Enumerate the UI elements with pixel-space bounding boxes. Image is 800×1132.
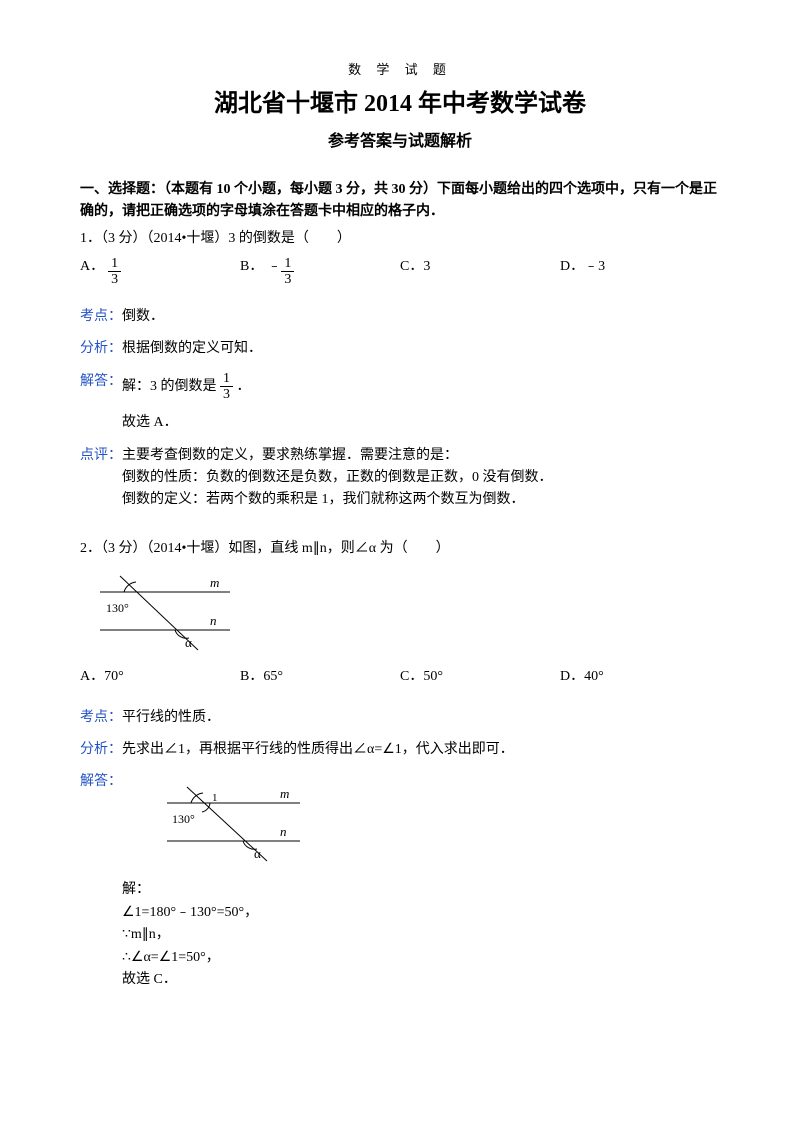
jieda-line1: ∠1=180°﹣130°=50°，	[122, 902, 720, 924]
q2-diagram-1: m n 130° α	[80, 568, 720, 658]
q1-kaodian: 考点： 倒数．	[80, 306, 720, 328]
jieda-label: 解答：	[80, 771, 122, 991]
angle-130: 130°	[106, 601, 129, 615]
q2-option-b: B．65°	[240, 666, 400, 688]
jieda-line4: 故选 C．	[122, 969, 720, 991]
fenxi-label: 分析：	[80, 739, 122, 761]
q2-option-a: A．70°	[80, 666, 240, 688]
jieda-pre: 解：	[122, 879, 720, 901]
q2-options: A．70° B．65° C．50° D．40°	[80, 666, 720, 688]
dianping-2: 倒数的性质：负数的倒数还是负数，正数的倒数是正数，0 没有倒数．	[122, 467, 720, 489]
q1-b-label: B．	[240, 256, 263, 278]
n-label: n	[280, 824, 287, 839]
frac-num: 1	[220, 371, 233, 387]
fraction-icon: 1 3	[281, 256, 294, 288]
q2-jieda: 解答： m n 1 130° α 解： ∠1=180°﹣130°=50°， ∵m…	[80, 771, 720, 991]
angle-1-label: 1	[212, 792, 218, 804]
q2-fenxi: 分析： 先求出∠1，再根据平行线的性质得出∠α=∠1，代入求出即可．	[80, 739, 720, 761]
header-small: 数 学 试 题	[80, 60, 720, 81]
jieda-pre: 解：3 的倒数是	[122, 379, 217, 394]
title-sub: 参考答案与试题解析	[80, 129, 720, 155]
q1-option-b: B． ﹣ 1 3	[240, 256, 400, 288]
q2-option-c: C．50°	[400, 666, 560, 688]
kaodian-label: 考点：	[80, 306, 122, 328]
fraction-icon: 1 3	[108, 256, 121, 288]
fenxi-body: 先求出∠1，再根据平行线的性质得出∠α=∠1，代入求出即可．	[122, 739, 720, 761]
kaodian-body: 倒数．	[122, 306, 720, 328]
dianping-3: 倒数的定义：若两个数的乘积是 1，我们就称这两个数互为倒数．	[122, 489, 720, 511]
frac-den: 3	[108, 272, 121, 287]
q1-fenxi: 分析： 根据倒数的定义可知．	[80, 338, 720, 360]
frac-num: 1	[108, 256, 121, 272]
question-2: 2．（3 分）（2014•十堰）如图，直线 m∥n，则∠α 为（ ）	[80, 538, 720, 560]
section-header: 一、选择题：（本题有 10 个小题，每小题 3 分，共 30 分）下面每小题给出…	[80, 179, 720, 224]
alpha-label: α	[254, 846, 261, 861]
q1-option-a: A． 1 3	[80, 256, 240, 288]
q1-a-label: A．	[80, 256, 104, 278]
angle-130: 130°	[172, 812, 195, 826]
kaodian-body: 平行线的性质．	[122, 707, 720, 729]
q1-jieda-2: 故选 A．	[122, 412, 720, 434]
frac-num: 1	[281, 256, 294, 272]
m-label: m	[210, 575, 219, 590]
kaodian-label: 考点：	[80, 707, 122, 729]
fraction-icon: 1 3	[220, 371, 233, 403]
question-1: 1．（3 分）（2014•十堰）3 的倒数是（ ）	[80, 228, 720, 250]
dianping-1: 主要考查倒数的定义，要求熟练掌握．需要注意的是：	[122, 445, 720, 467]
title-main: 湖北省十堰市 2014 年中考数学试卷	[80, 85, 720, 123]
frac-den: 3	[220, 387, 233, 402]
fenxi-body: 根据倒数的定义可知．	[122, 338, 720, 360]
neg-sign: ﹣	[267, 256, 281, 278]
parallel-lines-diagram-icon: m n 130° α	[80, 568, 240, 658]
jieda-post: ．	[237, 379, 251, 394]
q1-options: A． 1 3 B． ﹣ 1 3 C．3 D．﹣3	[80, 256, 720, 288]
fenxi-label: 分析：	[80, 338, 122, 360]
n-label: n	[210, 613, 217, 628]
jieda-label: 解答：	[80, 371, 122, 403]
jieda-body: m n 1 130° α 解： ∠1=180°﹣130°=50°， ∵m∥n， …	[122, 771, 720, 991]
q2-kaodian: 考点： 平行线的性质．	[80, 707, 720, 729]
m-label: m	[280, 786, 289, 801]
parallel-lines-diagram-icon: m n 1 130° α	[142, 779, 312, 871]
q1-option-d: D．﹣3	[560, 256, 720, 288]
q2-diagram-2: m n 1 130° α	[142, 779, 720, 871]
q1-jieda: 解答： 解：3 的倒数是 1 3 ．	[80, 371, 720, 403]
q2-option-d: D．40°	[560, 666, 720, 688]
dianping-label: 点评：	[80, 445, 122, 512]
jieda-line2: ∵m∥n，	[122, 924, 720, 946]
alpha-label: α	[185, 635, 192, 650]
q1-dianping: 点评： 主要考查倒数的定义，要求熟练掌握．需要注意的是： 倒数的性质：负数的倒数…	[80, 445, 720, 512]
jieda-body: 解：3 的倒数是 1 3 ．	[122, 371, 720, 403]
q1-option-c: C．3	[400, 256, 560, 288]
dianping-body: 主要考查倒数的定义，要求熟练掌握．需要注意的是： 倒数的性质：负数的倒数还是负数…	[122, 445, 720, 512]
jieda-line3: ∴∠α=∠1=50°，	[122, 947, 720, 969]
frac-den: 3	[281, 272, 294, 287]
